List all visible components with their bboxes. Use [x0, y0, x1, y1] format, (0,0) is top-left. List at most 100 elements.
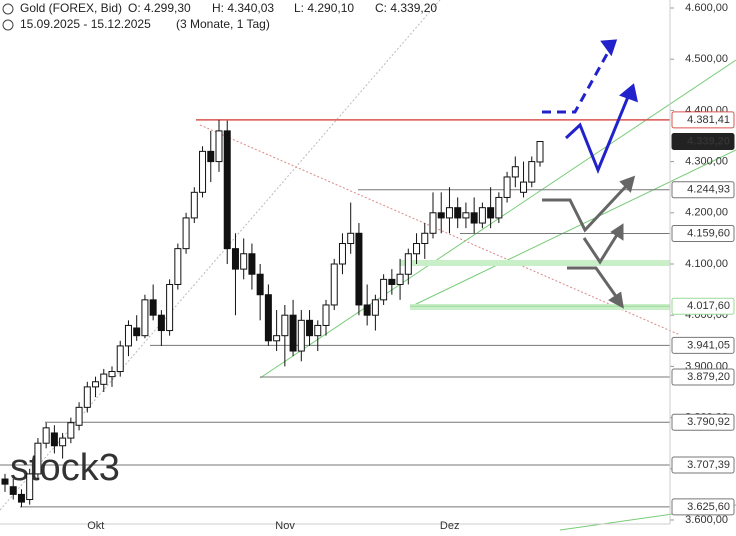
candle-body [338, 243, 346, 265]
candle-body [59, 437, 67, 447]
trend-line [409, 149, 736, 308]
candle-body [520, 181, 528, 193]
candle-body [487, 207, 495, 219]
candle-body [495, 196, 503, 219]
level-label: 4.244,93 [687, 184, 730, 196]
candle-body [231, 248, 239, 270]
candle-body [116, 345, 124, 373]
candle-body [149, 299, 157, 316]
candle-body [273, 335, 281, 342]
candle-body [429, 212, 437, 234]
period: (3 Monate, 1 Tag) [176, 17, 270, 31]
candle-body [17, 493, 25, 503]
arrow [542, 180, 632, 233]
level-label: 4.017,60 [687, 300, 730, 312]
candle-body [421, 232, 429, 245]
candle-body [281, 314, 289, 337]
icon [2, 19, 14, 31]
candle-body [92, 381, 100, 388]
candle-body [404, 253, 412, 275]
level-box [671, 498, 735, 516]
ohlc-label: H: 4.340,03 [212, 1, 274, 15]
candle-body [297, 319, 305, 352]
y-tick-label: 4.200,00 [685, 207, 728, 219]
candle-body [207, 150, 215, 163]
y-tick-label: 4.500,00 [685, 53, 728, 65]
level-label: 3.625,60 [687, 501, 730, 513]
y-tick-label: 4.600,00 [685, 2, 728, 14]
candle-body [248, 253, 256, 275]
candle-body [190, 191, 198, 219]
ohlc-label: C: 4.339,20 [375, 1, 437, 15]
candle-body [83, 386, 91, 408]
zone [410, 304, 670, 310]
candle-body [133, 327, 141, 337]
arrow-head [610, 223, 624, 241]
level-label: 3.790,92 [687, 416, 730, 428]
candle-body [355, 232, 363, 306]
arrow-head [619, 175, 636, 193]
zone [400, 260, 670, 266]
y-tick-label: 4.100,00 [685, 258, 728, 270]
level-label: 3.879,20 [687, 371, 730, 383]
level-box [671, 297, 735, 315]
candle-body [396, 273, 404, 285]
candle-body [511, 166, 519, 178]
candle-body [363, 304, 371, 316]
level-box [671, 336, 735, 354]
ohlc-label: L: 4.290,10 [294, 1, 354, 15]
candle-body [223, 130, 231, 250]
candle-body [215, 130, 223, 163]
candle-body [380, 278, 388, 301]
scenario-arrows [542, 39, 639, 309]
level-label: 3.941,05 [687, 339, 730, 351]
candle-body [240, 253, 248, 270]
level-box [671, 111, 735, 129]
candle-body [388, 278, 396, 285]
x-tick-label: Dez [440, 520, 460, 532]
subtitle: 15.09.2025 - 15.12.2025 [20, 17, 151, 31]
arrow-head [618, 83, 639, 103]
level-box [671, 224, 735, 242]
trend-line [259, 59, 736, 379]
candle-body [413, 243, 421, 255]
candle-body [445, 207, 453, 219]
candle-body [75, 406, 83, 426]
y-tick-label: 4.300,00 [685, 156, 728, 168]
candle-body [141, 299, 149, 337]
candle-body [9, 486, 17, 495]
candle-body [100, 373, 108, 385]
candle-body [503, 176, 511, 198]
trend-line [199, 124, 681, 336]
candle-body [42, 427, 50, 444]
level-box [671, 456, 735, 474]
candle-body [371, 299, 379, 316]
level-label: 4.339,20 [687, 135, 730, 147]
candle-body [264, 294, 272, 342]
candle-body [199, 150, 207, 193]
candle-body [470, 212, 478, 224]
arrow-head [600, 39, 618, 57]
candle-body [256, 273, 264, 296]
candle-body [330, 263, 338, 306]
candle-body [347, 232, 355, 245]
icon [2, 3, 14, 15]
level-box [671, 368, 735, 386]
candle-body [182, 217, 190, 250]
candle-body [157, 314, 165, 332]
candle-body [528, 161, 536, 183]
candle-body [124, 324, 132, 347]
candle-body [1, 478, 9, 485]
arrow [564, 91, 632, 174]
candle-body [108, 371, 116, 378]
level-label: 4.159,60 [687, 227, 730, 239]
candle-body [454, 207, 462, 219]
title: Gold (FOREX, Bid) [20, 1, 122, 15]
candle-body [536, 141, 544, 163]
arrow [567, 266, 622, 303]
level-label: 4.381,41 [687, 114, 730, 126]
candle-body [26, 473, 34, 501]
candle-body [50, 432, 58, 447]
